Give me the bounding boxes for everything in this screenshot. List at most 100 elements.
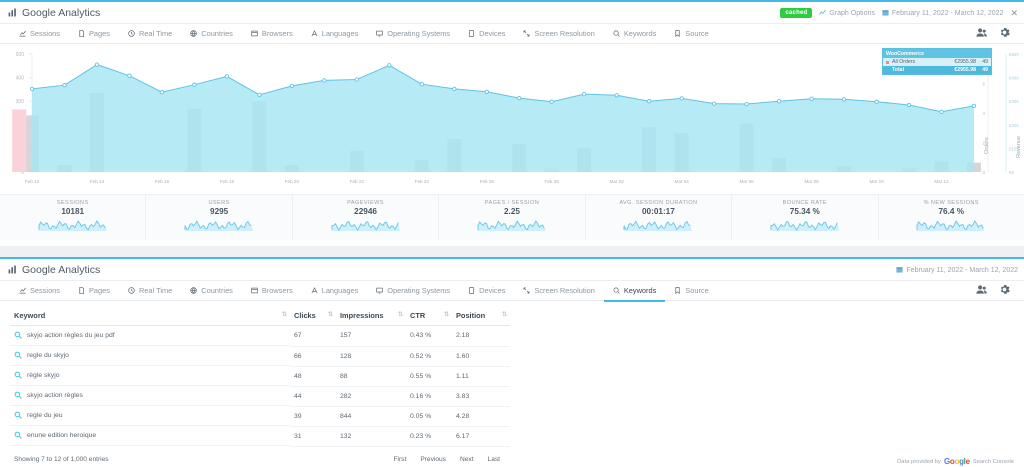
bottom-panel-title: Google Analytics xyxy=(8,264,100,276)
cell-clicks: 66 xyxy=(290,346,336,367)
tab-browsers[interactable]: Browsers xyxy=(242,282,302,302)
tab-sessions[interactable]: Sessions xyxy=(10,25,69,45)
table-row[interactable]: règle skyjo 48 88 0.55 % 1.11 xyxy=(10,366,510,387)
svg-text:Feb 20: Feb 20 xyxy=(285,179,300,184)
stat-sparkline xyxy=(770,218,840,235)
tab-countries[interactable]: Countries xyxy=(181,25,242,45)
pager-previous[interactable]: Previous xyxy=(420,455,446,463)
cell-impressions: 132 xyxy=(336,426,406,447)
sort-icon[interactable]: ⇅ xyxy=(501,312,507,318)
tab-devices[interactable]: Devices xyxy=(459,282,514,302)
stat-value: 00:01:17 xyxy=(642,207,675,216)
sort-icon[interactable]: ⇅ xyxy=(281,312,287,318)
svg-text:Feb 14: Feb 14 xyxy=(90,179,105,184)
legend-revenue: €2955.98 xyxy=(954,67,976,73)
tab-label: Languages xyxy=(321,285,359,295)
tab-operating-systems[interactable]: Operating Systems xyxy=(367,282,459,302)
column-header-keyword[interactable]: Keyword ⇅ xyxy=(10,307,290,326)
attribution-prefix: Data provided by xyxy=(897,458,941,465)
cell-impressions: 128 xyxy=(336,346,406,367)
pager-next[interactable]: Next xyxy=(459,455,474,463)
tab-languages[interactable]: Languages xyxy=(302,25,368,45)
keyword-text: skyjo action règles du jeu pdf xyxy=(27,332,115,339)
tab-keywords[interactable]: Keywords xyxy=(604,25,665,45)
keyword-text: skyjo action règles xyxy=(27,392,83,399)
legend-row: All Orders €2955.98 49 xyxy=(883,58,991,66)
svg-text:4: 4 xyxy=(983,111,986,116)
search-icon xyxy=(613,30,620,37)
tab-browsers[interactable]: Browsers xyxy=(242,25,302,45)
gear-icon[interactable] xyxy=(999,284,1010,298)
tab-pages[interactable]: Pages xyxy=(69,25,119,45)
date-range-picker[interactable]: February 11, 2022 - March 12, 2022 xyxy=(882,9,1004,18)
tab-devices[interactable]: Devices xyxy=(459,25,514,45)
cell-impressions: 88 xyxy=(336,366,406,387)
tab-screen-resolution[interactable]: Screen Resolution xyxy=(514,25,603,45)
tab-pages[interactable]: Pages xyxy=(69,282,119,302)
tab-screen-resolution[interactable]: Screen Resolution xyxy=(514,282,603,302)
tab-operating-systems[interactable]: Operating Systems xyxy=(367,25,459,45)
cell-ctr: 0.43 % xyxy=(406,325,452,347)
table-row[interactable]: skyjo action règles 44 282 0.16 % 3.83 xyxy=(10,386,510,407)
cell-ctr: 0.52 % xyxy=(406,346,452,367)
stat-label: PAGEVIEWS xyxy=(347,200,384,206)
svg-text:€500: €500 xyxy=(1009,52,1019,57)
stat-value: 10181 xyxy=(61,207,85,216)
pager-first[interactable]: First xyxy=(393,455,407,463)
table-row[interactable]: enune edition heroique 31 132 0.23 % 6.17 xyxy=(10,426,510,447)
font-icon xyxy=(311,287,318,294)
users-icon[interactable] xyxy=(976,284,987,298)
svg-text:Feb 28: Feb 28 xyxy=(545,179,560,184)
svg-text:0: 0 xyxy=(983,170,986,175)
cell-position: 3.83 xyxy=(452,386,510,407)
tab-sessions[interactable]: Sessions xyxy=(10,282,69,302)
users-icon[interactable] xyxy=(976,27,987,41)
cell-clicks: 44 xyxy=(290,386,336,407)
sort-icon[interactable]: ⇅ xyxy=(443,312,449,318)
font-icon xyxy=(311,30,318,37)
tab-real-time[interactable]: Real Time xyxy=(119,25,181,45)
globe-icon xyxy=(190,287,197,294)
table-row[interactable]: regle du skyjo 66 128 0.52 % 1.60 xyxy=(10,346,510,367)
tab-source[interactable]: Source xyxy=(665,282,717,302)
search-icon xyxy=(14,431,22,441)
column-header-position[interactable]: Position ⇅ xyxy=(452,307,510,326)
tab-label: Source xyxy=(685,28,709,38)
tab-source[interactable]: Source xyxy=(665,25,717,45)
tab-label: Keywords xyxy=(623,28,657,38)
keywords-table-head: Keyword ⇅ Clicks ⇅ Impressions ⇅ CTR ⇅ Position ⇅ xyxy=(10,307,510,326)
stats-strip: SESSIONS 10181 USERS 9295 PAGEVIEWS 22946 PAGE… xyxy=(0,194,1024,240)
column-header-ctr[interactable]: CTR ⇅ xyxy=(406,307,452,326)
stat-sparkline xyxy=(916,218,986,235)
cell-impressions: 844 xyxy=(336,406,406,427)
legend-orders: 49 xyxy=(982,59,988,65)
gear-icon[interactable] xyxy=(999,27,1010,41)
graph-options-button[interactable]: Graph Options xyxy=(819,9,875,18)
stat-sparkline xyxy=(184,218,254,235)
cell-clicks: 67 xyxy=(290,325,336,347)
column-header-clicks[interactable]: Clicks ⇅ xyxy=(290,307,336,326)
tab-countries[interactable]: Countries xyxy=(181,282,242,302)
cell-ctr: 0.55 % xyxy=(406,366,452,387)
tab-languages[interactable]: Languages xyxy=(302,282,368,302)
pager-last[interactable]: Last xyxy=(487,455,500,463)
line-chart-icon xyxy=(19,30,26,37)
table-row[interactable]: regle du jeu 39 844 0.05 % 4.28 xyxy=(10,406,510,427)
tab-keywords[interactable]: Keywords xyxy=(603,282,666,302)
cell-clicks: 31 xyxy=(290,426,336,447)
table-row[interactable]: skyjo action règles du jeu pdf 67 157 0.43 … xyxy=(10,325,510,347)
svg-text:300: 300 xyxy=(16,99,25,105)
tab-real-time[interactable]: Real Time xyxy=(119,282,181,302)
date-range-picker[interactable]: February 11, 2022 - March 12, 2022 xyxy=(896,266,1018,275)
column-header-impressions[interactable]: Impressions ⇅ xyxy=(336,307,406,326)
close-icon[interactable]: ✕ xyxy=(1010,7,1018,18)
date-range-label: February 11, 2022 - March 12, 2022 xyxy=(891,9,1004,17)
clock-icon xyxy=(128,30,135,37)
stat-sparkline xyxy=(477,218,547,235)
graph-icon xyxy=(819,9,827,18)
sort-icon[interactable]: ⇅ xyxy=(397,312,403,318)
sort-icon[interactable]: ⇅ xyxy=(327,312,333,318)
tab-label: Pages xyxy=(89,285,110,295)
